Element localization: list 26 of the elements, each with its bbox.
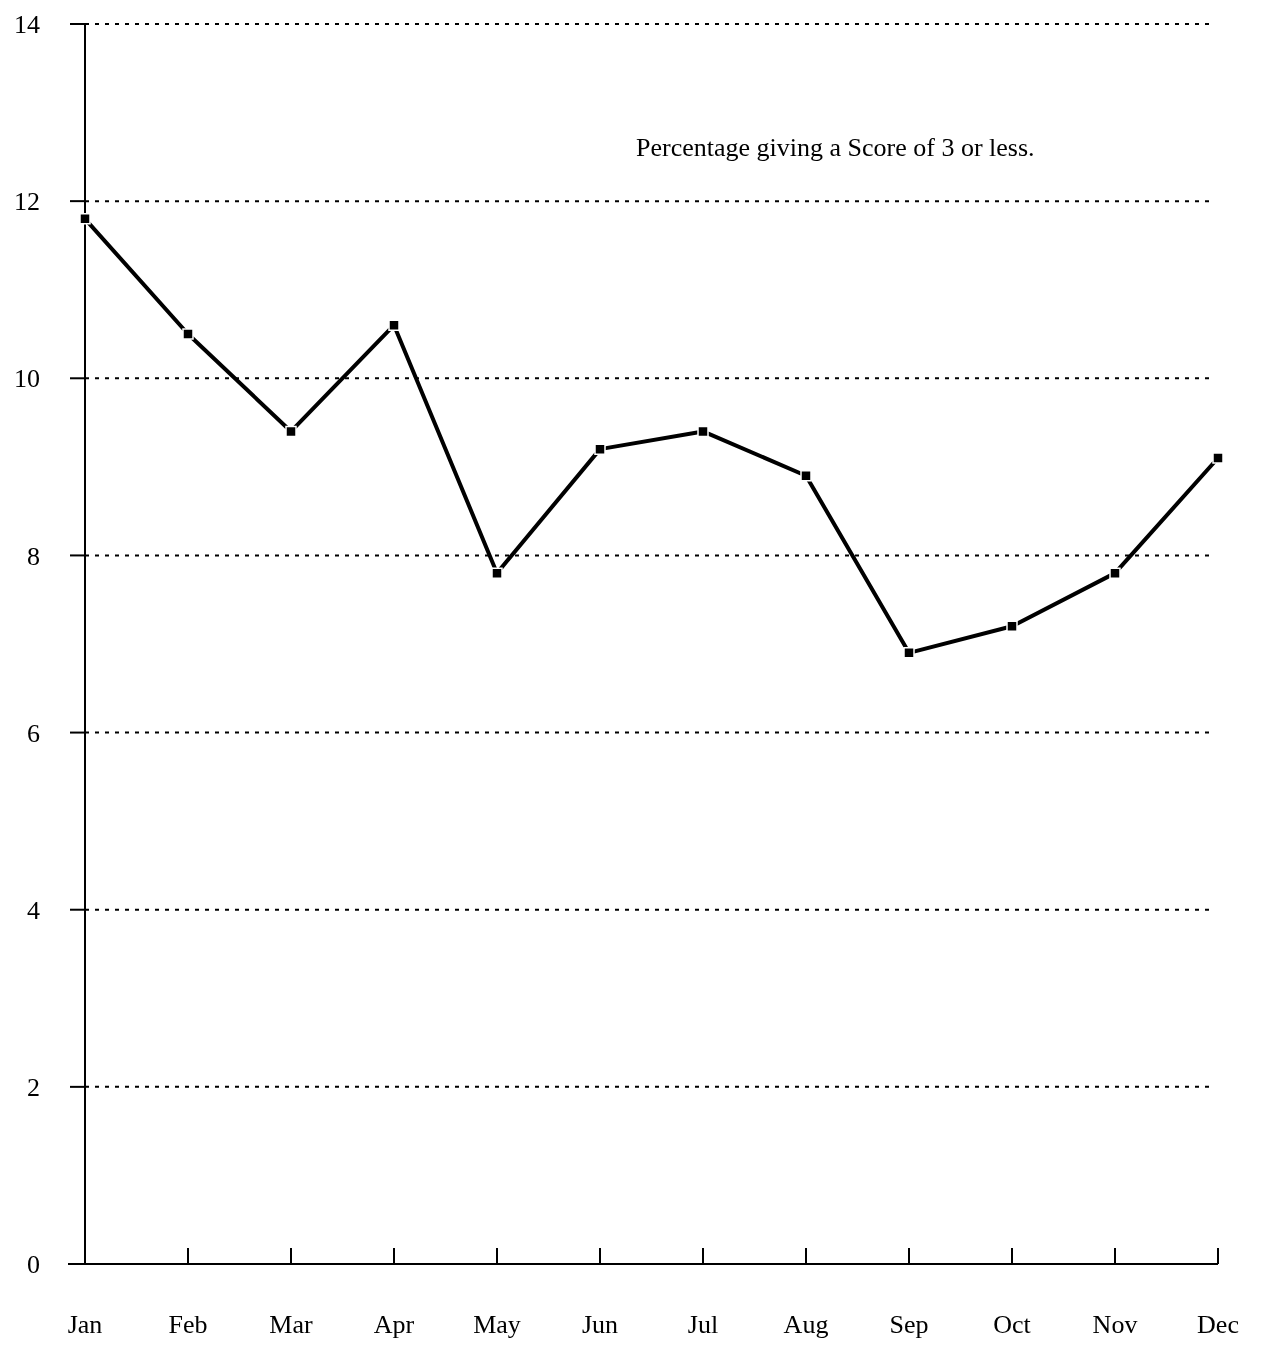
point bbox=[182, 328, 194, 340]
y-tick-label: 14 bbox=[14, 10, 40, 40]
point bbox=[1212, 452, 1224, 464]
x-tick-label: Sep bbox=[889, 1310, 929, 1339]
y-tick-label: 6 bbox=[27, 718, 40, 748]
annotation: Percentage giving a Score of 3 or less. bbox=[636, 133, 1035, 162]
y-tick-label: 4 bbox=[27, 895, 40, 925]
x-tick-label: Mar bbox=[269, 1310, 313, 1339]
y-tick-label: 0 bbox=[27, 1250, 40, 1280]
x-tick-label: Jan bbox=[67, 1310, 103, 1339]
x-tick-label: Nov bbox=[1092, 1310, 1138, 1339]
x-tick-label: Feb bbox=[168, 1310, 208, 1339]
point bbox=[1109, 567, 1121, 579]
x-tick-label: Jun bbox=[581, 1310, 619, 1339]
y-tick-label: 8 bbox=[27, 541, 40, 571]
y-tick-label: 10 bbox=[14, 364, 40, 394]
y-tick-label: 12 bbox=[14, 187, 40, 217]
y-tick-label: 2 bbox=[27, 1072, 40, 1102]
x-tick-label: Jul bbox=[687, 1310, 719, 1339]
x-tick-label: Dec bbox=[1197, 1310, 1239, 1339]
point bbox=[79, 213, 91, 225]
x-tick-label: Oct bbox=[993, 1310, 1032, 1339]
point bbox=[491, 567, 503, 579]
x-tick-label: May bbox=[473, 1310, 521, 1339]
x-tick-label: Aug bbox=[783, 1310, 829, 1339]
x-tick-label: Apr bbox=[373, 1310, 415, 1339]
